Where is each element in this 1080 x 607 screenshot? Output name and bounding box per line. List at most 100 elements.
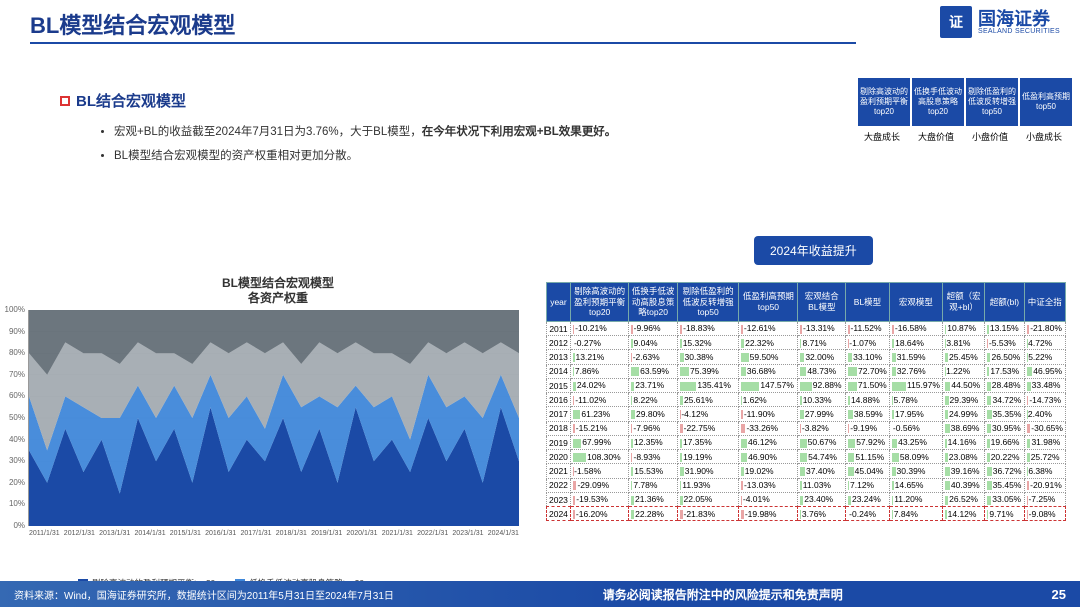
year-cell: 2017: [547, 407, 571, 421]
value-cell: 22.28%: [629, 507, 677, 521]
table-row: 2016-11.02%8.22%25.61%1.62%10.33%14.88%5…: [547, 393, 1066, 407]
value-cell: 24.02%: [570, 378, 628, 392]
value-cell: 13.15%: [985, 321, 1024, 335]
value-cell: -19.98%: [739, 507, 798, 521]
value-cell: 48.73%: [798, 364, 846, 378]
year-cell: 2011: [547, 321, 571, 335]
value-cell: 23.24%: [846, 492, 890, 506]
year-cell: 2016: [547, 393, 571, 407]
footer-bar: 资料来源：Wind，国海证券研究所，数据统计区间为2011年5月31日至2024…: [0, 581, 1080, 607]
value-cell: 10.87%: [942, 321, 984, 335]
chart-ytick: 90%: [0, 327, 25, 336]
value-cell: -12.61%: [739, 321, 798, 335]
value-cell: 7.86%: [570, 364, 628, 378]
value-cell: 37.40%: [798, 464, 846, 478]
value-cell: -21.80%: [1024, 321, 1065, 335]
value-cell: -9.19%: [846, 421, 890, 435]
year-cell: 2018: [547, 421, 571, 435]
value-cell: 23.71%: [629, 378, 677, 392]
value-cell: 7.78%: [629, 478, 677, 492]
title-underline: [30, 42, 856, 44]
style-label: 大盘价值: [910, 130, 962, 143]
table-row: 201524.02%23.71%135.41%147.57%92.88%71.5…: [547, 378, 1066, 392]
table-header-cell: year: [547, 283, 571, 322]
value-cell: 135.41%: [677, 378, 739, 392]
value-cell: 67.99%: [570, 435, 628, 449]
value-cell: 19.19%: [677, 450, 739, 464]
value-cell: -19.53%: [570, 492, 628, 506]
chart-plot: 2011/1/312012/1/312013/1/312014/1/312015…: [28, 310, 518, 526]
value-cell: -18.83%: [677, 321, 739, 335]
year-cell: 2019: [547, 435, 571, 449]
table-row: 2012-0.27%9.04%15.32%22.32%8.71%-1.07%18…: [547, 336, 1066, 350]
year-cell: 2015: [547, 378, 571, 392]
table-row: 2023-19.53%21.36%22.05%-4.01%23.40%23.24…: [547, 492, 1066, 506]
value-cell: 17.35%: [677, 435, 739, 449]
value-cell: 59.50%: [739, 350, 798, 364]
table-header-cell: 中证全指: [1024, 283, 1065, 322]
weights-chart: BL模型结合宏观模型 各资产权重 2011/1/312012/1/312013/…: [28, 276, 528, 566]
table-header-row: year剔除高波动的盈利预期平衡top20低换手低波动高股息策略top20剔除低…: [547, 283, 1066, 322]
page-title: BL模型结合宏观模型: [30, 8, 235, 40]
value-cell: 20.22%: [985, 450, 1024, 464]
chart-title-l2: 各资产权重: [248, 291, 308, 305]
table-header-cell: 剔除高波动的盈利预期平衡top20: [570, 283, 628, 322]
section-heading: BL结合宏观模型: [60, 90, 186, 111]
chart-xtick: 2011/1/31: [29, 530, 60, 537]
value-cell: 14.12%: [942, 507, 984, 521]
value-cell: 46.95%: [1024, 364, 1065, 378]
style-label: 小盘价值: [964, 130, 1016, 143]
value-cell: 1.22%: [942, 364, 984, 378]
value-cell: 44.50%: [942, 378, 984, 392]
value-cell: 9.71%: [985, 507, 1024, 521]
value-cell: 17.53%: [985, 364, 1024, 378]
slide-root: BL模型结合宏观模型 证 国海证券 SEALAND SECURITIES 剔除高…: [0, 0, 1080, 607]
value-cell: 34.72%: [985, 393, 1024, 407]
logo-text: 国海证券 SEALAND SECURITIES: [978, 10, 1060, 35]
value-cell: -2.63%: [629, 350, 677, 364]
value-cell: 10.33%: [798, 393, 846, 407]
value-cell: -9.96%: [629, 321, 677, 335]
value-cell: 13.21%: [570, 350, 628, 364]
table-header-cell: 低换手低波动高股息策略top20: [629, 283, 677, 322]
value-cell: -30.65%: [1024, 421, 1065, 435]
chart-xtick: 2018/1/31: [276, 530, 307, 537]
value-cell: -0.27%: [570, 336, 628, 350]
table-header-cell: 超额（宏观+bl）: [942, 283, 984, 322]
chart-xtick: 2023/1/31: [452, 530, 483, 537]
value-cell: 1.62%: [739, 393, 798, 407]
value-cell: 30.38%: [677, 350, 739, 364]
value-cell: 58.09%: [889, 450, 942, 464]
value-cell: -29.09%: [570, 478, 628, 492]
value-cell: 15.32%: [677, 336, 739, 350]
badges-sub-row: 大盘成长大盘价值小盘价值小盘成长: [856, 130, 1072, 143]
value-cell: 3.76%: [798, 507, 846, 521]
value-cell: 29.80%: [629, 407, 677, 421]
chart-xtick: 2012/1/31: [64, 530, 95, 537]
value-cell: 18.64%: [889, 336, 942, 350]
value-cell: 75.39%: [677, 364, 739, 378]
value-cell: 11.20%: [889, 492, 942, 506]
table-header-cell: 宏观模型: [889, 283, 942, 322]
strategy-badge: 剔除高波动的盈利预期平衡top20: [858, 78, 910, 126]
value-cell: 40.39%: [942, 478, 984, 492]
value-cell: 63.59%: [629, 364, 677, 378]
value-cell: -1.58%: [570, 464, 628, 478]
logo: 证 国海证券 SEALAND SECURITIES: [940, 6, 1060, 38]
value-cell: 35.35%: [985, 407, 1024, 421]
value-cell: -16.58%: [889, 321, 942, 335]
table-header-cell: 低盈利高预期top50: [739, 283, 798, 322]
table-row: 2022-29.09%7.78%11.93%-13.03%11.03%7.12%…: [547, 478, 1066, 492]
section-heading-text: BL结合宏观模型: [76, 90, 186, 111]
strategy-badge: 剔除低盈利的低波反转增强top50: [966, 78, 1018, 126]
chart-ytick: 0%: [0, 521, 25, 530]
chart-title-l1: BL模型结合宏观模型: [222, 276, 334, 290]
value-cell: 51.15%: [846, 450, 890, 464]
chart-ytick: 80%: [0, 348, 25, 357]
table-row: 2024-16.20%22.28%-21.83%-19.98%3.76%-0.2…: [547, 507, 1066, 521]
table-header-cell: 超额(bl): [985, 283, 1024, 322]
value-cell: 22.32%: [739, 336, 798, 350]
value-cell: 35.45%: [985, 478, 1024, 492]
value-cell: -11.02%: [570, 393, 628, 407]
value-cell: 27.99%: [798, 407, 846, 421]
